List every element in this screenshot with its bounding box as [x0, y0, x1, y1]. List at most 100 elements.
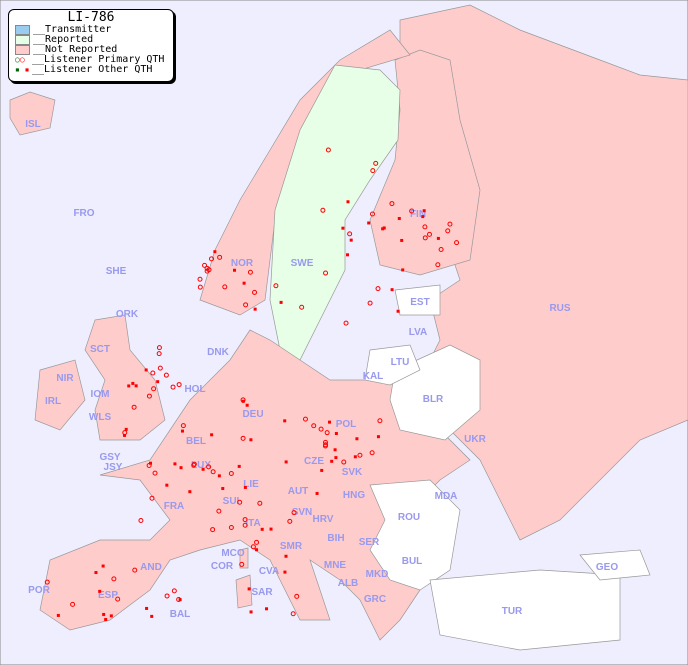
listener-other-marker: [242, 281, 246, 285]
country-label-alb: ALB: [338, 578, 359, 589]
reported-swatch: [15, 35, 30, 45]
listener-other-marker: [145, 606, 149, 610]
not-reported-swatch: [15, 45, 30, 55]
listener-other-marker: [131, 381, 135, 385]
listener-primary-marker: [369, 211, 375, 217]
transmitter-swatch: [15, 25, 30, 35]
listener-primary-marker: [242, 517, 248, 523]
listener-primary-marker: [146, 462, 152, 468]
listener-primary-marker: [237, 499, 243, 505]
listener-primary-marker: [150, 370, 156, 376]
baltics-lithuania: [364, 344, 421, 386]
listener-primary-marker: [299, 304, 305, 310]
listener-primary-marker: [347, 231, 353, 237]
country-label-iom: IOM: [91, 389, 110, 400]
country-label-mco: MCO: [221, 548, 245, 559]
country-label-esp: ESP: [98, 590, 118, 601]
country-label-cor: COR: [211, 561, 234, 572]
listener-primary-marker: [323, 270, 329, 276]
listener-primary-marker: [111, 576, 117, 582]
listener-primary-marker: [206, 267, 212, 273]
listener-primary-marker: [164, 593, 170, 599]
listener-other-marker: [98, 589, 102, 593]
listener-primary-marker: [170, 384, 176, 390]
listener-other-marker: [353, 455, 357, 459]
listener-other-marker: [179, 466, 183, 470]
country-label-smr: SMR: [280, 541, 303, 552]
listener-primary-marker: [197, 276, 203, 282]
listener-other-marker: [279, 300, 283, 304]
turkey: [429, 569, 621, 651]
country-label-ser: SER: [359, 537, 380, 548]
listener-primary-marker: [294, 593, 300, 599]
listener-other-marker: [127, 384, 131, 388]
country-label-ukr: UKR: [464, 434, 486, 445]
listener-primary-marker: [370, 168, 376, 174]
legend-label: __Listener Other QTH: [32, 64, 153, 75]
legend-label: __Reported: [33, 34, 94, 45]
listener-primary-marker: [156, 351, 162, 357]
listener-other-marker: [390, 288, 394, 292]
country-label-kal: KAL: [363, 371, 384, 382]
listener-other-marker: [382, 226, 386, 230]
listener-primary-marker: [273, 283, 279, 289]
listener-other-marker: [376, 435, 380, 439]
listener-other-marker: [253, 307, 257, 311]
country-label-she: SHE: [106, 266, 127, 277]
listener-other-marker: [156, 380, 160, 384]
listener-other-marker: [241, 399, 245, 403]
listener-primary-marker: [247, 269, 253, 275]
legend-label: __Listener Primary QTH: [32, 54, 165, 65]
listener-other-marker: [178, 598, 182, 602]
listener-other-marker: [401, 268, 405, 272]
listener-primary-marker: [318, 426, 324, 432]
country-label-gsy: GSY: [99, 452, 120, 463]
listener-other-marker: [260, 527, 264, 531]
country-label-jsy: JSY: [104, 462, 123, 473]
listener-other-marker: [249, 610, 253, 614]
romania-bulgaria: [369, 479, 461, 591]
country-label-svk: SVK: [342, 467, 363, 478]
country-label-rus: RUS: [549, 303, 570, 314]
listener-other-marker: [237, 464, 241, 468]
listener-other-marker: [346, 200, 350, 204]
listener-primary-marker: [389, 201, 395, 207]
listener-primary-marker: [206, 464, 212, 470]
corsica: [239, 547, 249, 569]
listener-primary-marker: [217, 254, 223, 260]
listener-primary-marker: [341, 459, 347, 465]
listener-other-marker: [243, 485, 247, 489]
listener-other-marker: [396, 309, 400, 313]
listener-primary-marker: [202, 262, 208, 268]
listener-other-marker: [101, 564, 105, 568]
country-label-isl: ISL: [25, 119, 41, 130]
listener-other-marker: [165, 483, 169, 487]
listener-other-marker: [315, 491, 319, 495]
country-label-por: POR: [28, 585, 50, 596]
listener-other-marker: [355, 437, 359, 441]
country-label-deu: DEU: [242, 409, 263, 420]
country-label-ltu: LTU: [391, 357, 410, 368]
listener-primary-marker: [180, 423, 186, 429]
listener-primary-marker: [454, 240, 460, 246]
country-label-geo: GEO: [596, 562, 618, 573]
iceland: [9, 91, 56, 136]
listener-primary-marker: [176, 382, 182, 388]
listener-primary-marker: [191, 462, 197, 468]
country-label-pol: POL: [336, 419, 357, 430]
listener-primary-marker: [290, 611, 296, 617]
listener-other-marker: [397, 216, 401, 220]
listener-primary-marker: [243, 302, 249, 308]
listener-primary-marker: [445, 228, 451, 234]
listener-other-marker: [210, 433, 214, 437]
country-label-irl: IRL: [45, 396, 61, 407]
country-label-dnk: DNK: [207, 347, 229, 358]
listener-other-marker: [334, 432, 338, 436]
listener-other-marker: [421, 215, 425, 219]
listener-primary-marker: [325, 147, 331, 153]
georgia: [579, 549, 651, 581]
listener-primary-marker: [240, 435, 246, 441]
country-label-hrv: HRV: [313, 514, 334, 525]
listener-primary-marker: [171, 588, 177, 594]
